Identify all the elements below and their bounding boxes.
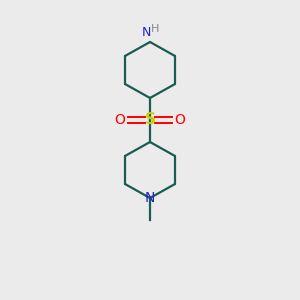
Text: O: O [115, 113, 125, 127]
Text: O: O [175, 113, 185, 127]
Text: H: H [151, 24, 159, 34]
Text: N: N [141, 26, 151, 38]
Text: N: N [145, 191, 155, 205]
Text: S: S [145, 112, 155, 128]
